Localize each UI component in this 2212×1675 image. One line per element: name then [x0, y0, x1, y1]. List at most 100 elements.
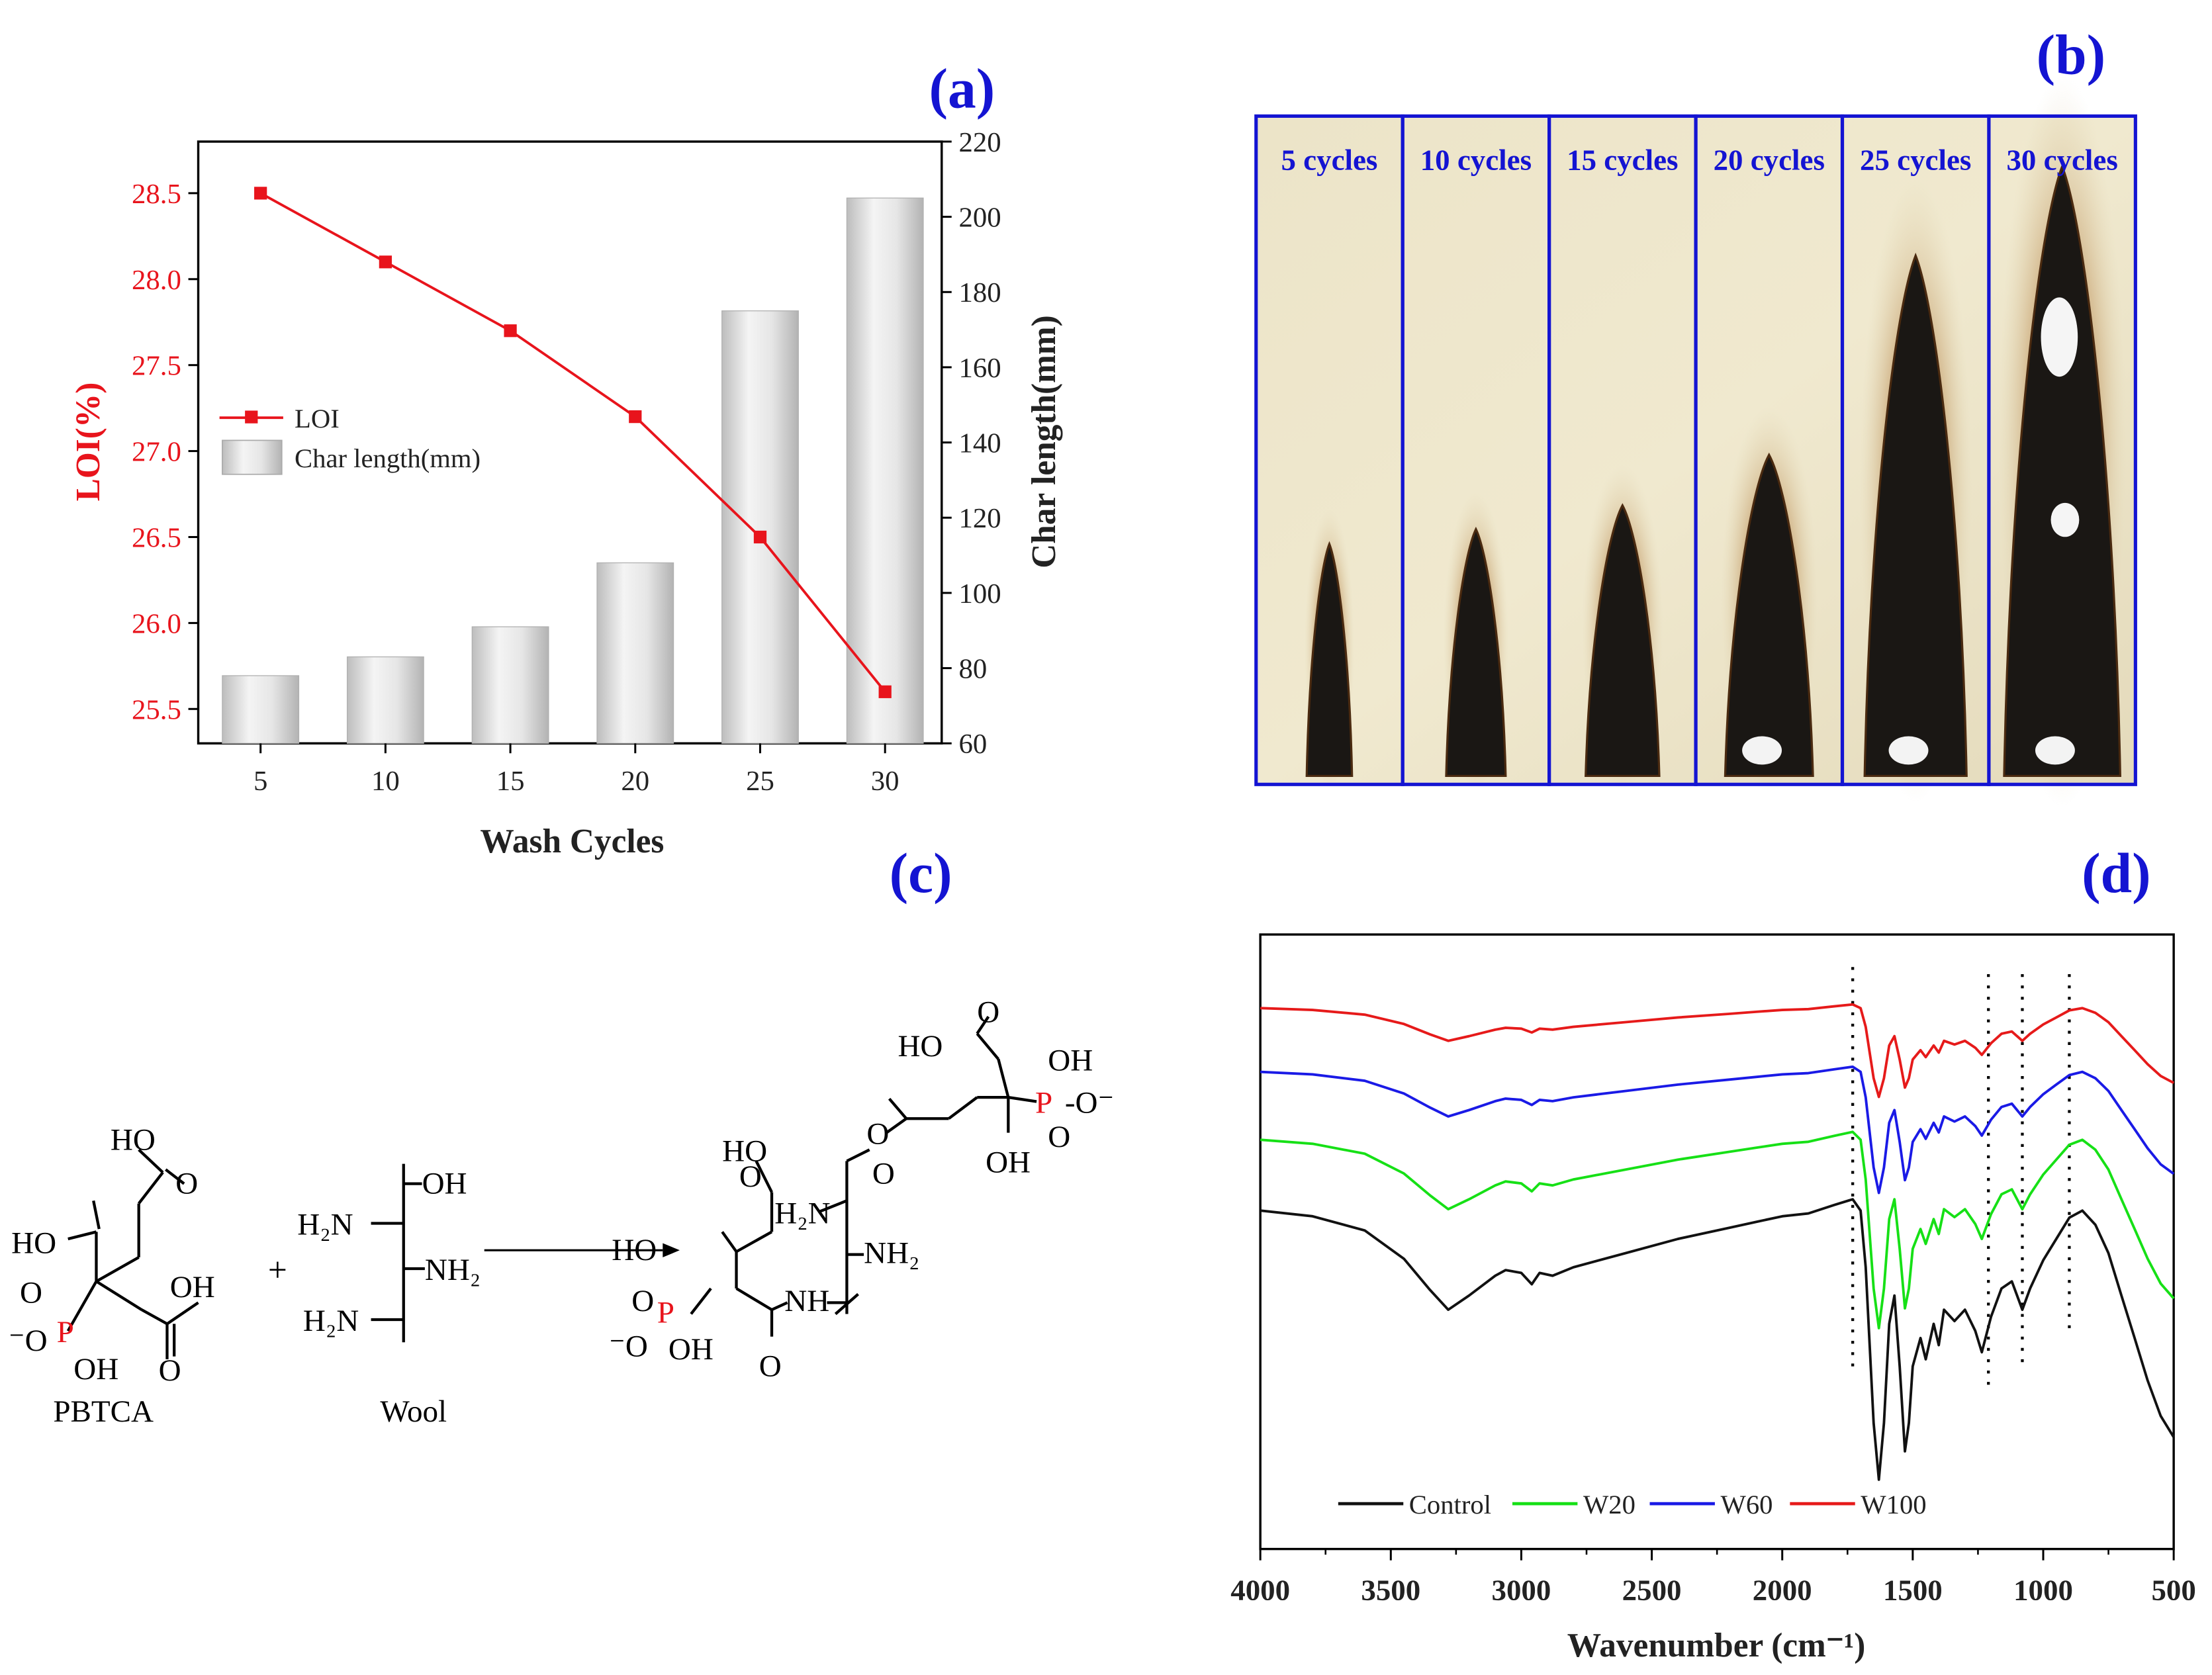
loi-tick-label: 25.5: [132, 694, 181, 725]
burn-hole: [1888, 736, 1929, 765]
fabric-strip: 15 cycles: [1547, 114, 1698, 790]
loi-axis-title: LOI(%): [69, 383, 107, 502]
wool-oh: OH: [422, 1167, 467, 1201]
char-burn: [1305, 541, 1354, 778]
loi-tick-label: 26.0: [132, 608, 181, 639]
legend-loi-label: LOI: [295, 404, 340, 433]
fabric-strip: 20 cycles: [1694, 114, 1845, 792]
wool-name: Wool: [380, 1394, 447, 1429]
char-length-bar: [346, 656, 424, 744]
wool-nh2: NH₂: [425, 1253, 481, 1287]
panel-a-chart: (a) 25.5 26.0 26.5 27.0 27.5 28.0 28.5 60 80 100 1…: [69, 58, 1063, 860]
wavenumber-axis-title: Wavenumber (cm⁻¹): [1567, 1627, 1866, 1664]
loi-tick-label: 27.5: [132, 351, 181, 382]
char-length-bar: [846, 197, 924, 744]
wool-h2n-bottom: H₂N: [303, 1304, 359, 1338]
char-length-bar: [222, 675, 300, 744]
panel-c-label: (c): [890, 842, 952, 905]
product-o-mid: O: [739, 1159, 762, 1194]
char-length-bar: [471, 626, 549, 744]
wash-tick-label: 20: [621, 766, 649, 797]
loi-tick-label: 28.5: [132, 179, 181, 210]
panel-a-label: (a): [929, 58, 995, 120]
strip-label: 10 cycles: [1420, 144, 1532, 177]
fabric-strip: 10 cycles: [1401, 114, 1551, 789]
loi-point: [254, 187, 267, 200]
product-oh-p: OH: [1048, 1043, 1093, 1077]
loi-point: [504, 324, 517, 338]
char-burn: [1445, 526, 1507, 778]
burn-hole: [2041, 297, 2078, 377]
char-tick-label: 160: [958, 353, 1001, 384]
char-tick-label: 60: [958, 729, 987, 760]
strip-label: 30 cycles: [2006, 144, 2117, 177]
char-tick-label: 200: [958, 203, 1001, 234]
loi-tick-label: 26.5: [132, 522, 181, 553]
char-length-bar: [596, 562, 674, 744]
strip-label: 15 cycles: [1567, 144, 1678, 177]
strip-label: 20 cycles: [1714, 144, 1825, 177]
pbtca-oh-top: HO: [111, 1122, 156, 1157]
char-tick-label: 100: [958, 578, 1001, 610]
loi-point: [379, 255, 392, 269]
panel-d-legend: Control W20 W60 W100: [1338, 1490, 1927, 1519]
strip-label: 25 cycles: [1860, 144, 1971, 177]
fabric-strip: 5 cycles: [1254, 114, 1405, 788]
burn-hole: [1742, 736, 1782, 765]
loi-tick-label: 27.0: [132, 437, 181, 468]
pbtca-ho-left: HO: [11, 1226, 56, 1260]
panel-d-chart: (d) 4000 3500 3000 2500 2000 1500 1000 500 Wave…: [1230, 842, 2196, 1664]
product-ho-mid: HO: [722, 1134, 767, 1168]
product-o-p: O: [1048, 1120, 1070, 1154]
loi-line: [259, 192, 886, 693]
wool-h2n-top: H₂N: [297, 1208, 353, 1242]
legend-char-swatch: [222, 439, 283, 475]
burn-hole: [2051, 502, 2080, 537]
char-burn: [1724, 452, 1814, 778]
char-burn: [2003, 163, 2122, 778]
legend-label-control: Control: [1409, 1490, 1491, 1519]
product-h2n: H₂N: [774, 1197, 830, 1231]
legend-char-label: Char length(mm): [295, 443, 481, 473]
plus-sign: +: [268, 1251, 287, 1289]
char-length-axis-title: Char length(mm): [1025, 315, 1063, 568]
wool-structure: [371, 1163, 425, 1343]
panel-c-reaction-scheme: (c) HO O HO: [9, 842, 1115, 1429]
spectrum-line-w60: [1260, 1065, 2175, 1195]
product-o-amide: O: [759, 1349, 782, 1384]
pbtca-oh-right: OH: [170, 1270, 215, 1304]
legend-label-w100: W100: [1861, 1490, 1926, 1519]
loi-tick-label: 28.0: [132, 265, 181, 296]
wavenumber-tick-label: 4000: [1230, 1574, 1290, 1607]
panel-a-legend: LOI Char length(mm): [219, 404, 481, 475]
pbtca-phosphorus: P: [57, 1315, 74, 1349]
char-tick-label: 80: [958, 654, 987, 685]
product-phosphorus-bottom: P: [657, 1295, 674, 1330]
product-structure: [690, 1015, 1037, 1337]
char-tick-label: 180: [958, 277, 1001, 308]
loi-point: [629, 410, 642, 424]
wavenumber-tick-label: 3000: [1492, 1574, 1551, 1607]
wash-tick-label: 10: [371, 766, 400, 797]
product-o-top: O: [977, 995, 999, 1030]
loi-point: [878, 685, 892, 698]
pbtca-oh-p: OH: [73, 1352, 118, 1386]
char-tick-label: 120: [958, 503, 1001, 534]
wash-tick-label: 15: [496, 766, 525, 797]
char-length-bar: [721, 310, 799, 744]
panel-d-label: (d): [2082, 842, 2151, 905]
pbtca-o-p: O: [20, 1275, 42, 1310]
char-burn: [1863, 252, 1968, 778]
product-o-p-bottom: O: [631, 1284, 654, 1318]
char-burn: [1585, 503, 1661, 778]
char-tick-label: 140: [958, 428, 1001, 459]
product-phosphorus-top: P: [1035, 1086, 1052, 1120]
strip-border: [1987, 114, 2137, 786]
reaction-arrow: [484, 1243, 680, 1257]
product-o-ester-a: O: [872, 1157, 895, 1191]
loi-point: [753, 530, 767, 544]
burn-hole: [2035, 736, 2075, 765]
product-ho-left: HO: [612, 1233, 657, 1267]
product-o-minus-top: -O⁻: [1065, 1086, 1114, 1120]
